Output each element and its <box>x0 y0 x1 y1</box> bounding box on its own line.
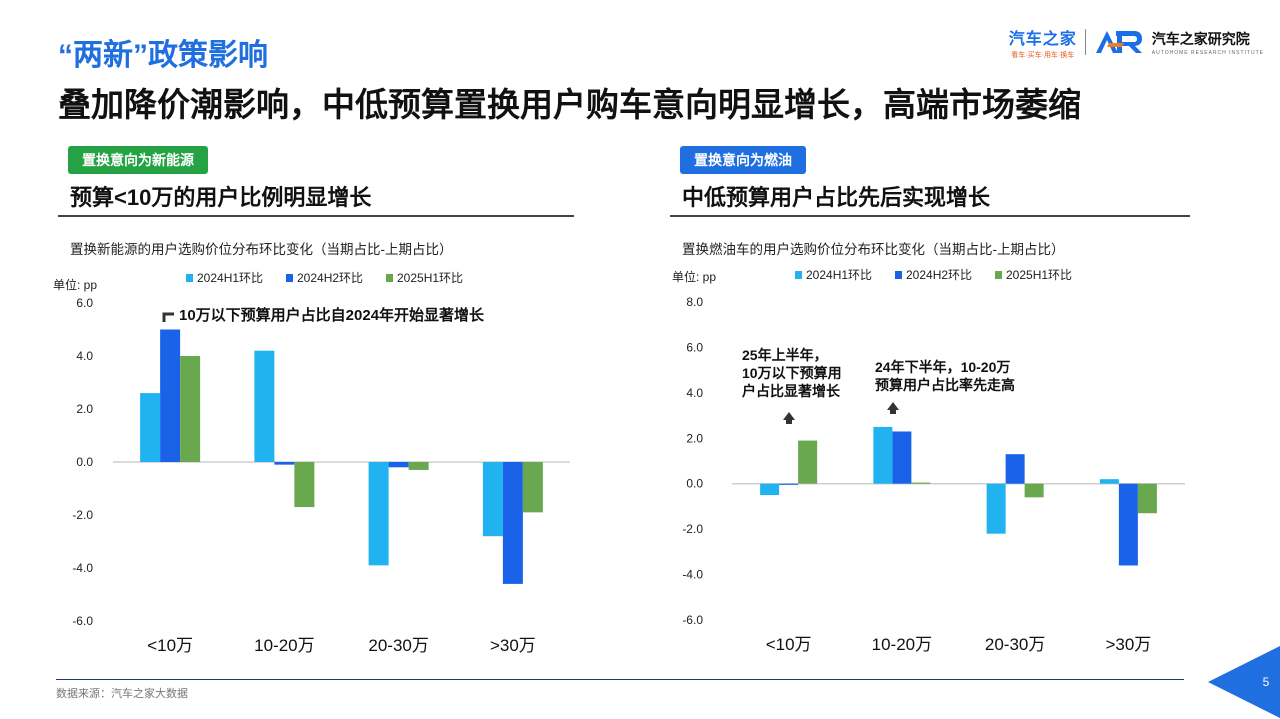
legend-swatch <box>386 274 393 282</box>
page-triangle-shape <box>1208 646 1280 718</box>
legend-label: 2025H1环比 <box>397 271 463 285</box>
bar <box>1024 483 1044 498</box>
bar <box>522 462 543 513</box>
up-arrow-icon <box>887 402 899 414</box>
bar <box>1118 483 1138 566</box>
logo-group: 汽车之家 看车·买车·用车·换车 汽车之家研究院 AUTOHOME RESEAR… <box>1009 22 1264 62</box>
bar <box>160 329 181 462</box>
unit-label: 单位: pp <box>672 269 716 284</box>
bar <box>294 462 315 508</box>
left-panel-rule <box>58 215 574 217</box>
legend-label: 2024H1环比 <box>806 268 872 282</box>
bar <box>1005 454 1025 484</box>
y-tick-label: 8.0 <box>686 295 703 309</box>
bar <box>1137 483 1157 514</box>
y-tick-label: -2.0 <box>72 508 93 522</box>
x-category-label: >30万 <box>1105 635 1151 654</box>
bar <box>892 431 912 484</box>
page-headline: 叠加降价潮影响，中低预算置换用户购车意向明显增长，高端市场萎缩 <box>58 78 1081 126</box>
bar <box>140 393 161 462</box>
page-number: 5 <box>1263 675 1270 689</box>
bar <box>368 462 389 566</box>
y-tick-label: 6.0 <box>76 296 93 310</box>
annotation-1-line: 10万以下预算用 <box>742 365 842 381</box>
legend-label: 2024H2环比 <box>297 271 363 285</box>
legend-swatch <box>286 274 293 282</box>
logo-divider <box>1084 29 1086 55</box>
ar-logo-icon <box>1095 31 1142 53</box>
bar <box>911 482 931 484</box>
annotation-1-line: 户占比显著增长 <box>742 383 841 399</box>
x-category-label: 10-20万 <box>872 635 932 654</box>
headline-suffix: ，高端市场萎缩 <box>850 86 1081 123</box>
legend-label: 2024H2环比 <box>906 268 972 282</box>
bar <box>408 462 429 470</box>
y-tick-label: 2.0 <box>76 402 93 416</box>
y-tick-label: -2.0 <box>682 522 703 536</box>
annotation-2-line: 24年下半年，10-20万 <box>875 359 1010 375</box>
bar <box>1099 479 1119 484</box>
bar <box>388 462 409 468</box>
institute-logo: 汽车之家研究院 AUTOHOME RESEARCH INSTITUTE <box>1152 29 1264 56</box>
y-tick-label: 6.0 <box>686 340 703 354</box>
callout-bracket-icon <box>162 312 174 322</box>
legend-swatch <box>995 271 1002 279</box>
right-panel-subtitle: 中低预算用户占比先后实现增长 <box>682 185 991 210</box>
legend-swatch <box>186 274 193 282</box>
y-tick-label: 4.0 <box>686 386 703 400</box>
callout-text: 10万以下预算用户占比自2024年开始显著增长 <box>179 306 485 324</box>
bar <box>274 462 295 465</box>
autohome-logo: 汽车之家 看车·买车·用车·换车 <box>1009 25 1077 60</box>
left-chart-description: 置换新能源的用户选购价位分布环比变化（当期占比-上期占比） <box>70 242 453 257</box>
legend-label: 2024H1环比 <box>197 271 263 285</box>
left-bar-chart: 单位: pp 2024H1环比 2024H2环比 2025H1环比 6.0 4.0 2.0 0… <box>53 271 570 655</box>
institute-en: AUTOHOME RESEARCH INSTITUTE <box>1151 49 1264 56</box>
x-category-label: 10-20万 <box>254 636 314 655</box>
x-category-label: >30万 <box>490 636 536 655</box>
institute-name: 汽车之家研究院 <box>1151 30 1250 47</box>
bar <box>760 483 780 496</box>
annotation-2-line: 预算用户占比率先走高 <box>875 377 1015 393</box>
right-panel-tag: 置换意向为燃油 <box>680 146 806 174</box>
autohome-logo-name: 汽车之家 <box>1008 30 1077 48</box>
annotation-1-line: 25年上半年， <box>742 347 828 363</box>
y-tick-label: 2.0 <box>686 431 703 445</box>
bar <box>254 350 275 462</box>
bar <box>779 483 799 485</box>
page-number-badge: 5 <box>1208 646 1280 718</box>
left-panel-subtitle: 预算<10万的用户比例明显增长 <box>70 185 372 210</box>
x-category-label: 20-30万 <box>368 636 428 655</box>
data-source: 数据来源：汽车之家大数据 <box>56 688 188 700</box>
page-title: “两新”政策影响 <box>58 39 268 72</box>
x-category-label: <10万 <box>766 635 812 654</box>
y-tick-label: 4.0 <box>76 349 93 363</box>
bar <box>180 356 201 462</box>
bar <box>873 426 893 484</box>
legend-swatch <box>895 271 902 279</box>
y-tick-label: -6.0 <box>72 614 93 628</box>
autohome-logo-slogan: 看车·买车·用车·换车 <box>1011 51 1075 59</box>
legend-label: 2025H1环比 <box>1006 268 1072 282</box>
right-bar-chart: 单位: pp 2024H1环比 2024H2环比 2025H1环比 8.0 6.0 4.0 2… <box>672 268 1185 654</box>
y-tick-label: -4.0 <box>682 568 703 582</box>
legend-swatch <box>795 271 802 279</box>
bar <box>502 462 523 584</box>
right-chart-description: 置换燃油车的用户选购价位分布环比变化（当期占比-上期占比） <box>682 242 1065 257</box>
left-panel-tag: 置换意向为新能源 <box>68 146 208 174</box>
y-tick-label: -4.0 <box>72 561 93 575</box>
right-panel-rule <box>670 215 1190 217</box>
up-arrow-icon <box>783 412 795 424</box>
bar <box>798 440 818 484</box>
bar <box>482 462 503 537</box>
bar <box>986 483 1006 534</box>
x-category-label: <10万 <box>147 636 193 655</box>
headline-text: 叠加降价潮影响，中低预算置换用户购车意向明显增长 <box>58 86 850 123</box>
y-tick-label: -6.0 <box>682 613 703 627</box>
footer-rule <box>56 679 1184 680</box>
x-category-label: 20-30万 <box>985 635 1045 654</box>
y-tick-label: 0.0 <box>686 477 703 491</box>
y-tick-label: 0.0 <box>76 455 93 469</box>
unit-label: 单位: pp <box>53 277 97 292</box>
